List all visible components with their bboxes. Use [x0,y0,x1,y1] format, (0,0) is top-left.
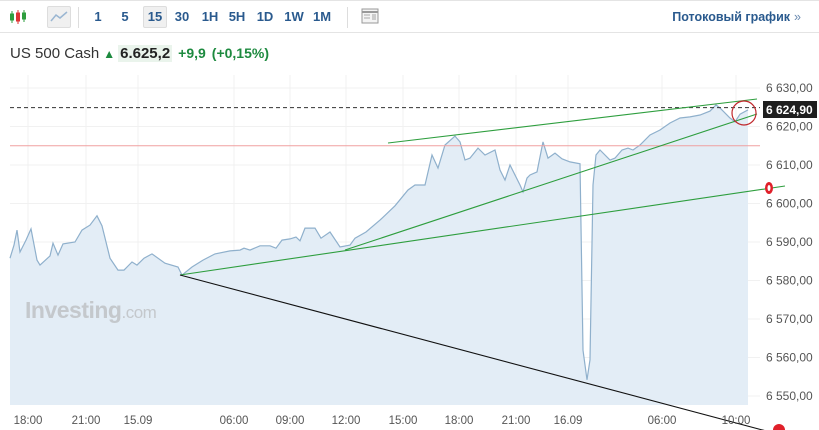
x-tick-label: 15:00 [389,415,418,427]
highlight-circle[interactable] [731,100,757,126]
x-tick-label: 21:00 [502,415,531,427]
interval-1h[interactable]: 1H [201,9,219,24]
divider [347,7,348,28]
divider [78,7,79,28]
trendline-upper[interactable] [387,98,758,144]
x-tick-label: 15.09 [124,415,153,427]
y-tick-label: 6 600,00 [766,197,813,211]
y-tick-label: 6 580,00 [766,274,813,288]
x-tick-label: 09:00 [276,415,305,427]
current-price-tag [763,101,817,118]
alert-marker[interactable] [765,182,773,194]
arrow-up-icon: ▲ [103,47,116,61]
y-tick-label: 6 630,00 [766,81,813,95]
x-tick-label: 21:00 [72,415,101,427]
x-tick-label: 16.09 [554,415,583,427]
last-price: 6.625,2 [118,45,173,62]
x-axis: 18:00 21:00 15.09 06:00 09:00 12:00 15:00 18:00… [14,415,751,427]
chevron-right-icon: » [794,10,801,24]
current-price-label: 6 624,90 [766,103,813,117]
x-tick-label: 10:00 [722,415,751,427]
interval-1w[interactable]: 1W [284,9,304,24]
trendline-down[interactable] [179,274,770,430]
x-tick-label: 12:00 [332,415,361,427]
price-line [9,104,749,380]
area-chart-icon[interactable] [47,6,71,28]
x-tick-label: 06:00 [220,415,249,427]
interval-15[interactable]: 15 [143,6,167,28]
price-change: +9,9 [178,45,206,61]
price-area-fill [10,104,748,406]
interval-5[interactable]: 5 [121,9,129,24]
x-tick-label: 18:00 [14,415,43,427]
interval-1m[interactable]: 1M [312,9,332,24]
y-tick-label: 6 570,00 [766,312,813,326]
x-tick-label: 18:00 [445,415,474,427]
y-tick-label: 6 620,00 [766,120,813,134]
price-change-percent: (+0,15%) [211,45,269,61]
x-tick-label: 06:00 [648,415,677,427]
y-tick-label: 6 610,00 [766,158,813,172]
trendline-lower[interactable] [179,185,786,276]
y-axis: 6 630,00 6 620,00 6 610,00 6 600,00 6 590,00… [766,81,813,403]
interval-1d[interactable]: 1D [256,9,274,24]
alert-marker[interactable] [773,424,785,430]
table-layout-icon[interactable] [359,7,381,27]
y-tick-label: 6 590,00 [766,235,813,249]
interval-1[interactable]: 1 [94,9,102,24]
trendline-middle[interactable] [344,113,758,251]
y-tick-label: 6 560,00 [766,351,813,365]
interval-5h[interactable]: 5H [228,9,246,24]
investing-watermark: Investing.com [25,297,157,323]
chart-toolbar: 1 5 15 30 1H 5H 1D 1W 1M Потоковый графи… [0,0,819,33]
y-tick-label: 6 550,00 [766,389,813,403]
quote-header: US 500 Cash ▲ 6.625,2 +9,9 (+0,15%) [10,43,269,64]
streaming-chart-label: Потоковый график [672,10,791,24]
instrument-name: US 500 Cash [10,45,100,62]
interval-30[interactable]: 30 [174,9,190,24]
candlestick-icon[interactable] [8,7,28,27]
streaming-chart-link[interactable]: Потоковый график» [672,7,801,27]
